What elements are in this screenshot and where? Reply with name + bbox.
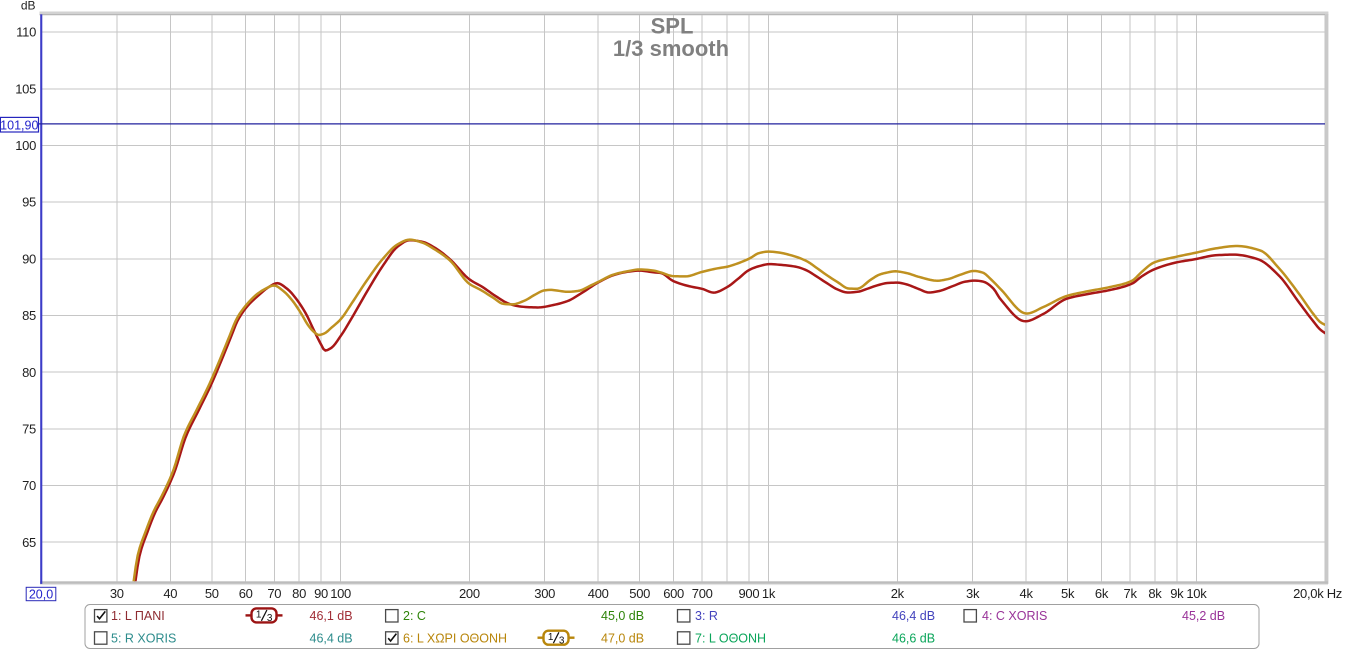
- svg-text:1/3 smooth: 1/3 smooth: [613, 36, 729, 61]
- svg-text:105: 105: [15, 81, 36, 96]
- svg-text:500: 500: [629, 586, 650, 601]
- svg-text:65: 65: [22, 535, 36, 550]
- svg-text:3: R: 3: R: [695, 609, 718, 623]
- svg-text:75: 75: [22, 422, 36, 437]
- svg-text:300: 300: [534, 586, 555, 601]
- svg-text:101,90: 101,90: [0, 119, 38, 133]
- svg-text:4: C XORIS: 4: C XORIS: [982, 609, 1047, 623]
- svg-text:6: L ΧΩΡΙ ΟΘΟΝΗ: 6: L ΧΩΡΙ ΟΘΟΝΗ: [403, 631, 507, 645]
- svg-text:6k: 6k: [1095, 586, 1109, 601]
- svg-text:80: 80: [22, 365, 36, 380]
- svg-text:4k: 4k: [1020, 586, 1034, 601]
- svg-text:3: 3: [267, 613, 273, 624]
- svg-text:50: 50: [205, 586, 219, 601]
- svg-text:7: L ΟΘΟΝΗ: 7: L ΟΘΟΝΗ: [695, 631, 766, 645]
- svg-text:60: 60: [239, 586, 253, 601]
- svg-text:46,4 dB: 46,4 dB: [310, 631, 353, 645]
- svg-text:SPL: SPL: [651, 14, 694, 39]
- svg-text:8k: 8k: [1148, 586, 1162, 601]
- svg-text:110: 110: [16, 25, 36, 40]
- svg-text:47,0 dB: 47,0 dB: [601, 631, 644, 645]
- svg-text:45,2 dB: 45,2 dB: [1182, 609, 1225, 623]
- svg-text:100: 100: [330, 586, 351, 601]
- svg-text:1: 1: [548, 632, 554, 643]
- svg-text:46,6 dB: 46,6 dB: [892, 631, 935, 645]
- svg-text:3: 3: [559, 635, 565, 646]
- svg-text:600: 600: [663, 586, 684, 601]
- svg-text:900: 900: [739, 586, 760, 601]
- svg-text:20,0k Hz: 20,0k Hz: [1293, 586, 1342, 601]
- svg-text:80: 80: [292, 586, 306, 601]
- svg-text:70: 70: [22, 478, 36, 493]
- svg-text:10k: 10k: [1186, 586, 1207, 601]
- svg-text:40: 40: [163, 586, 177, 601]
- svg-text:2: C: 2: C: [403, 609, 426, 623]
- svg-text:9k: 9k: [1170, 586, 1184, 601]
- svg-text:90: 90: [314, 586, 328, 601]
- svg-text:2k: 2k: [891, 586, 905, 601]
- svg-text:200: 200: [459, 586, 480, 601]
- svg-text:46,1 dB: 46,1 dB: [310, 609, 353, 623]
- svg-text:7k: 7k: [1124, 586, 1138, 601]
- svg-text:5k: 5k: [1061, 586, 1075, 601]
- svg-text:85: 85: [22, 308, 36, 323]
- svg-text:100: 100: [15, 138, 36, 153]
- svg-text:1k: 1k: [762, 586, 776, 601]
- svg-text:400: 400: [588, 586, 609, 601]
- svg-text:30: 30: [110, 586, 124, 601]
- svg-text:5: R XORIS: 5: R XORIS: [111, 631, 176, 645]
- svg-text:700: 700: [692, 586, 713, 601]
- svg-text:3k: 3k: [966, 586, 980, 601]
- svg-text:1: L ΠΑΝΙ: 1: L ΠΑΝΙ: [111, 609, 165, 623]
- svg-text:1: 1: [256, 610, 262, 621]
- svg-text:45,0 dB: 45,0 dB: [601, 609, 644, 623]
- svg-text:70: 70: [267, 586, 281, 601]
- svg-text:46,4 dB: 46,4 dB: [892, 609, 935, 623]
- svg-text:90: 90: [22, 251, 36, 266]
- svg-text:95: 95: [22, 195, 36, 210]
- svg-text:dB: dB: [21, 0, 36, 13]
- svg-text:20,0: 20,0: [29, 587, 53, 601]
